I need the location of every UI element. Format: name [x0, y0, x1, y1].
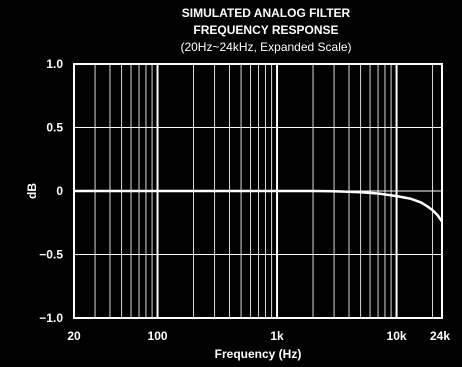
y-axis-label: dB — [25, 183, 39, 199]
x-tick-label: 10k — [387, 329, 407, 343]
y-tick-label: 1.0 — [46, 57, 63, 71]
x-tick-label: 100 — [148, 329, 168, 343]
chart-title-line-1: SIMULATED ANALOG FILTER — [182, 6, 351, 20]
y-tick-label: −0.5 — [39, 248, 63, 262]
x-tick-labels: 20 100 1k 10k 24k — [67, 329, 450, 343]
chart-subtitle: (20Hz~24kHz, Expanded Scale) — [180, 40, 351, 54]
x-axis-label: Frequency (Hz) — [215, 347, 302, 361]
series-line — [74, 189, 444, 223]
x-tick-label: 20 — [67, 329, 81, 343]
y-tick-label: −1.0 — [39, 311, 63, 325]
y-tick-labels: 1.0 0.5 0 −0.5 −1.0 — [39, 57, 63, 325]
x-tick-label: 1k — [270, 329, 284, 343]
chart-title-line-2: FREQUENCY RESPONSE — [193, 23, 338, 37]
series-layer — [74, 189, 444, 223]
y-tick-label: 0.5 — [46, 121, 63, 135]
x-tick-label: 24k — [430, 329, 450, 343]
y-tick-label: 0 — [56, 184, 63, 198]
